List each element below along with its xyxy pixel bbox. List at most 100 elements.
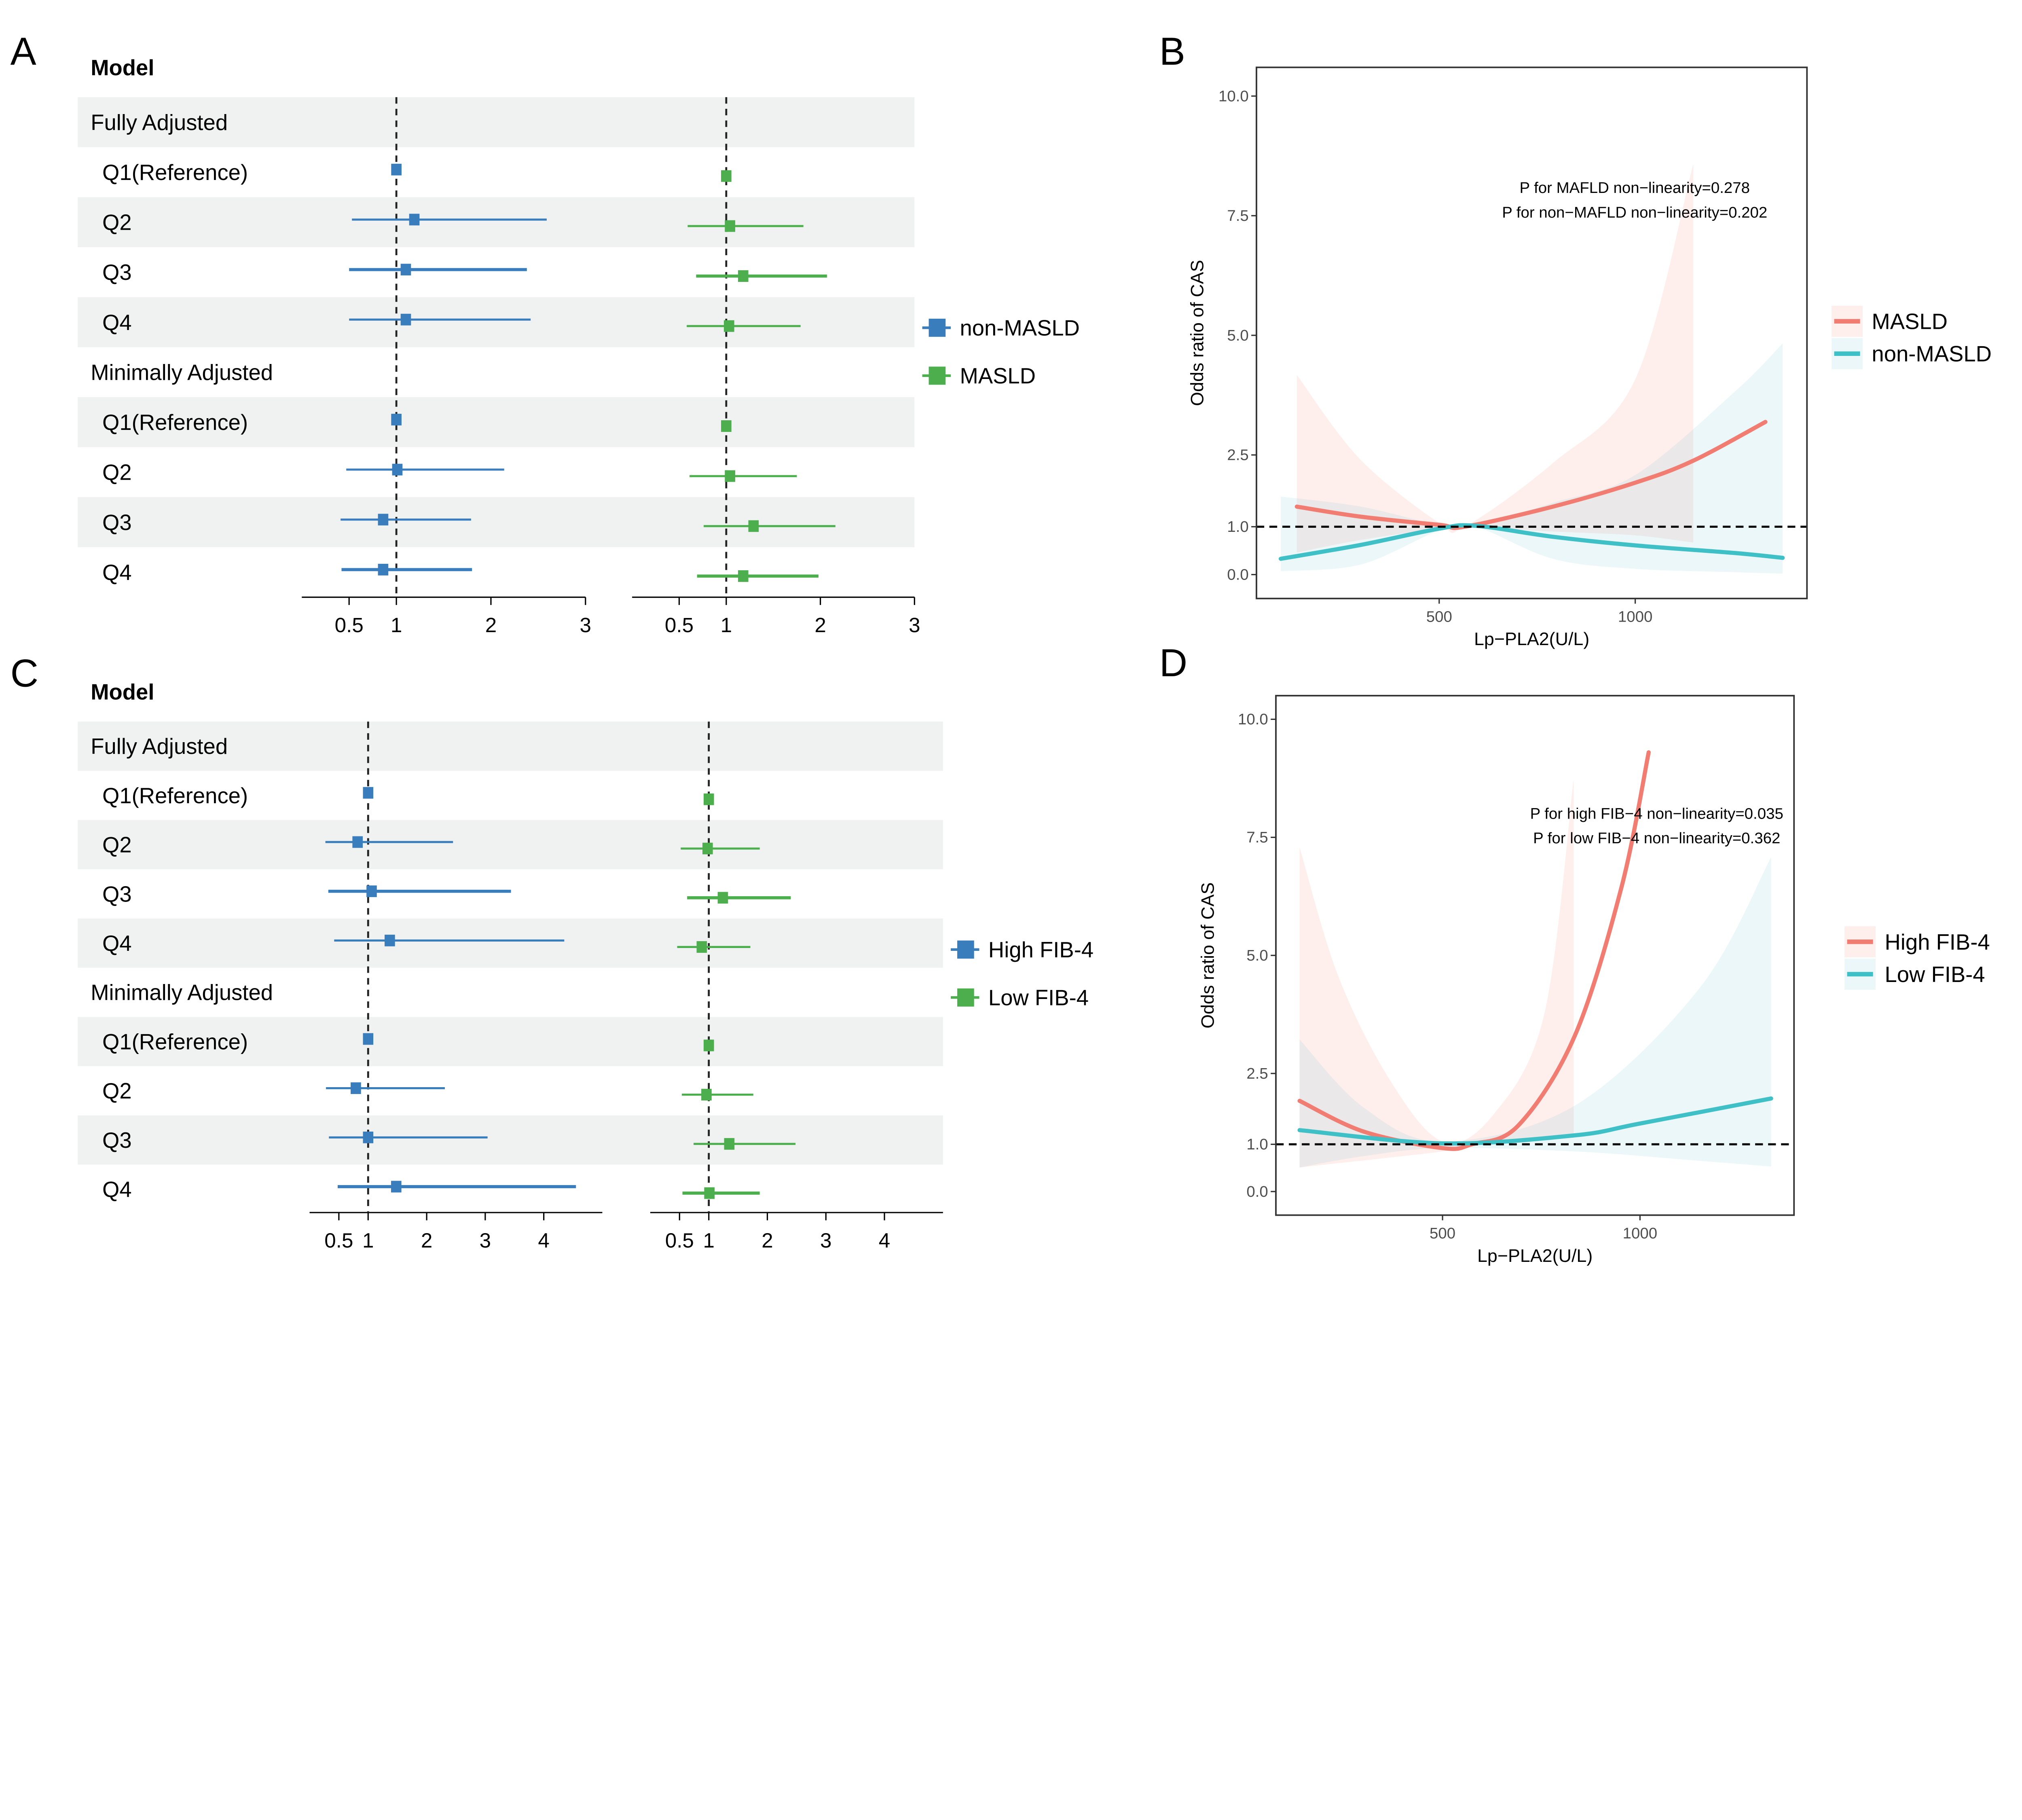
- point-estimate: [363, 1033, 374, 1045]
- point-estimate: [717, 892, 728, 904]
- row-label: Q1(Reference): [102, 1029, 248, 1054]
- row-band: [78, 97, 915, 147]
- y-tick-label: 10.0: [1218, 87, 1249, 105]
- group-label: Minimally Adjusted: [91, 360, 273, 385]
- annotation-p-value: P for high FIB−4 non−linearity=0.035: [1530, 805, 1783, 822]
- point-estimate: [351, 1082, 361, 1094]
- x-tick-label: 4: [538, 1229, 550, 1252]
- x-tick-label: 3: [820, 1229, 832, 1252]
- point-estimate: [366, 885, 377, 897]
- x-tick-label: 1: [703, 1229, 715, 1252]
- row-label: Q4: [102, 560, 132, 585]
- annotation-p-value: P for low FIB−4 non−linearity=0.362: [1533, 830, 1780, 847]
- row-label: Q4: [102, 1177, 132, 1202]
- point-estimate: [391, 414, 402, 425]
- y-axis-label: Odds ratio of CAS: [1197, 882, 1218, 1029]
- point-estimate: [696, 941, 707, 953]
- y-tick-label: 0.0: [1246, 1183, 1268, 1200]
- row-band: [78, 1115, 943, 1165]
- legend-label: MASLD: [1872, 309, 1948, 334]
- group-label: Minimally Adjusted: [91, 980, 273, 1005]
- y-tick-label: 2.5: [1246, 1065, 1268, 1082]
- x-tick-label: 1: [391, 614, 402, 637]
- x-tick-label: 1000: [1623, 1225, 1657, 1242]
- row-band: [78, 820, 943, 870]
- point-estimate: [385, 935, 395, 946]
- legend-label: Low FIB-4: [1885, 962, 1985, 987]
- row-band: [78, 197, 915, 248]
- legend-label: High FIB-4: [1885, 930, 1990, 954]
- row-band: [78, 1017, 943, 1067]
- panel-label-b: B: [1159, 30, 1185, 73]
- row-label: Q3: [102, 510, 132, 535]
- x-tick-label: 2: [485, 614, 497, 637]
- x-axis-label: Lp−PLA2(U/L): [1477, 1245, 1593, 1266]
- point-estimate: [748, 520, 759, 532]
- panel-label-d: D: [1159, 641, 1187, 685]
- y-tick-label: 7.5: [1227, 207, 1248, 224]
- x-tick-label: 0.5: [324, 1229, 353, 1252]
- legend-label: MASLD: [960, 364, 1036, 388]
- x-tick-label: 1000: [1618, 608, 1652, 625]
- point-estimate: [400, 313, 411, 326]
- row-label: Q2: [102, 210, 132, 235]
- row-label: Q3: [102, 882, 132, 906]
- panel-label-c: C: [11, 652, 38, 695]
- row-label: Q3: [102, 260, 132, 285]
- row-label: Q1(Reference): [102, 160, 248, 185]
- point-estimate: [738, 570, 749, 582]
- x-tick-label: 2: [421, 1229, 433, 1252]
- point-estimate: [378, 514, 389, 526]
- confidence-band: [1299, 779, 1574, 1168]
- legend-label: High FIB-4: [988, 938, 1093, 962]
- point-estimate: [703, 1039, 714, 1052]
- point-estimate: [391, 163, 402, 176]
- row-label: Q2: [102, 833, 132, 857]
- row-band: [78, 497, 915, 547]
- y-tick-label: 10.0: [1238, 711, 1268, 728]
- legend-label: non-MASLD: [960, 316, 1080, 341]
- plot-frame: [1256, 66, 1808, 599]
- series-line: [1297, 1096, 1773, 1146]
- row-label: Q4: [102, 931, 132, 956]
- series-line: [1294, 420, 1768, 530]
- y-tick-label: 0.0: [1227, 566, 1248, 583]
- point-estimate: [704, 1187, 715, 1199]
- series-line: [1297, 750, 1651, 1151]
- figure: A B C D Model Fully Adjusted Q1(Reference)…: [11, 30, 1992, 1266]
- panel-label-a: A: [11, 30, 36, 73]
- point-estimate: [721, 170, 732, 182]
- annotation-p-value: P for MAFLD non−linearity=0.278: [1519, 179, 1750, 197]
- x-axis-label: Lp−PLA2(U/L): [1474, 629, 1589, 649]
- x-tick-label: 500: [1426, 608, 1452, 625]
- row-label: Q2: [102, 1079, 132, 1103]
- x-tick-label: 2: [761, 1229, 773, 1252]
- point-estimate: [363, 1131, 374, 1143]
- x-tick-label: 1: [721, 614, 732, 637]
- row-band: [78, 918, 943, 968]
- row-label: Q2: [102, 460, 132, 485]
- y-axis-label: Odds ratio of CAS: [1187, 260, 1208, 406]
- column-header: Model: [91, 680, 154, 705]
- row-label: Q4: [102, 310, 132, 335]
- x-tick-label: 3: [580, 614, 592, 637]
- legend-label: non-MASLD: [1872, 342, 1992, 366]
- y-tick-label: 2.5: [1227, 447, 1248, 464]
- point-estimate: [400, 264, 411, 275]
- confidence-band: [1281, 343, 1783, 574]
- y-tick-label: 5.0: [1246, 947, 1268, 964]
- confidence-band: [1297, 164, 1694, 553]
- column-header: Model: [91, 55, 154, 80]
- point-estimate: [352, 836, 363, 848]
- legend-key-square: [929, 366, 946, 385]
- y-tick-label: 7.5: [1246, 829, 1268, 846]
- row-band: [78, 397, 915, 447]
- x-tick-label: 0.5: [335, 614, 364, 637]
- row-band: [78, 722, 943, 771]
- point-estimate: [363, 787, 374, 799]
- x-tick-label: 500: [1430, 1225, 1455, 1242]
- point-estimate: [738, 270, 749, 282]
- confidence-band: [1299, 857, 1771, 1168]
- row-label: Q1(Reference): [102, 783, 248, 808]
- point-estimate: [409, 214, 420, 226]
